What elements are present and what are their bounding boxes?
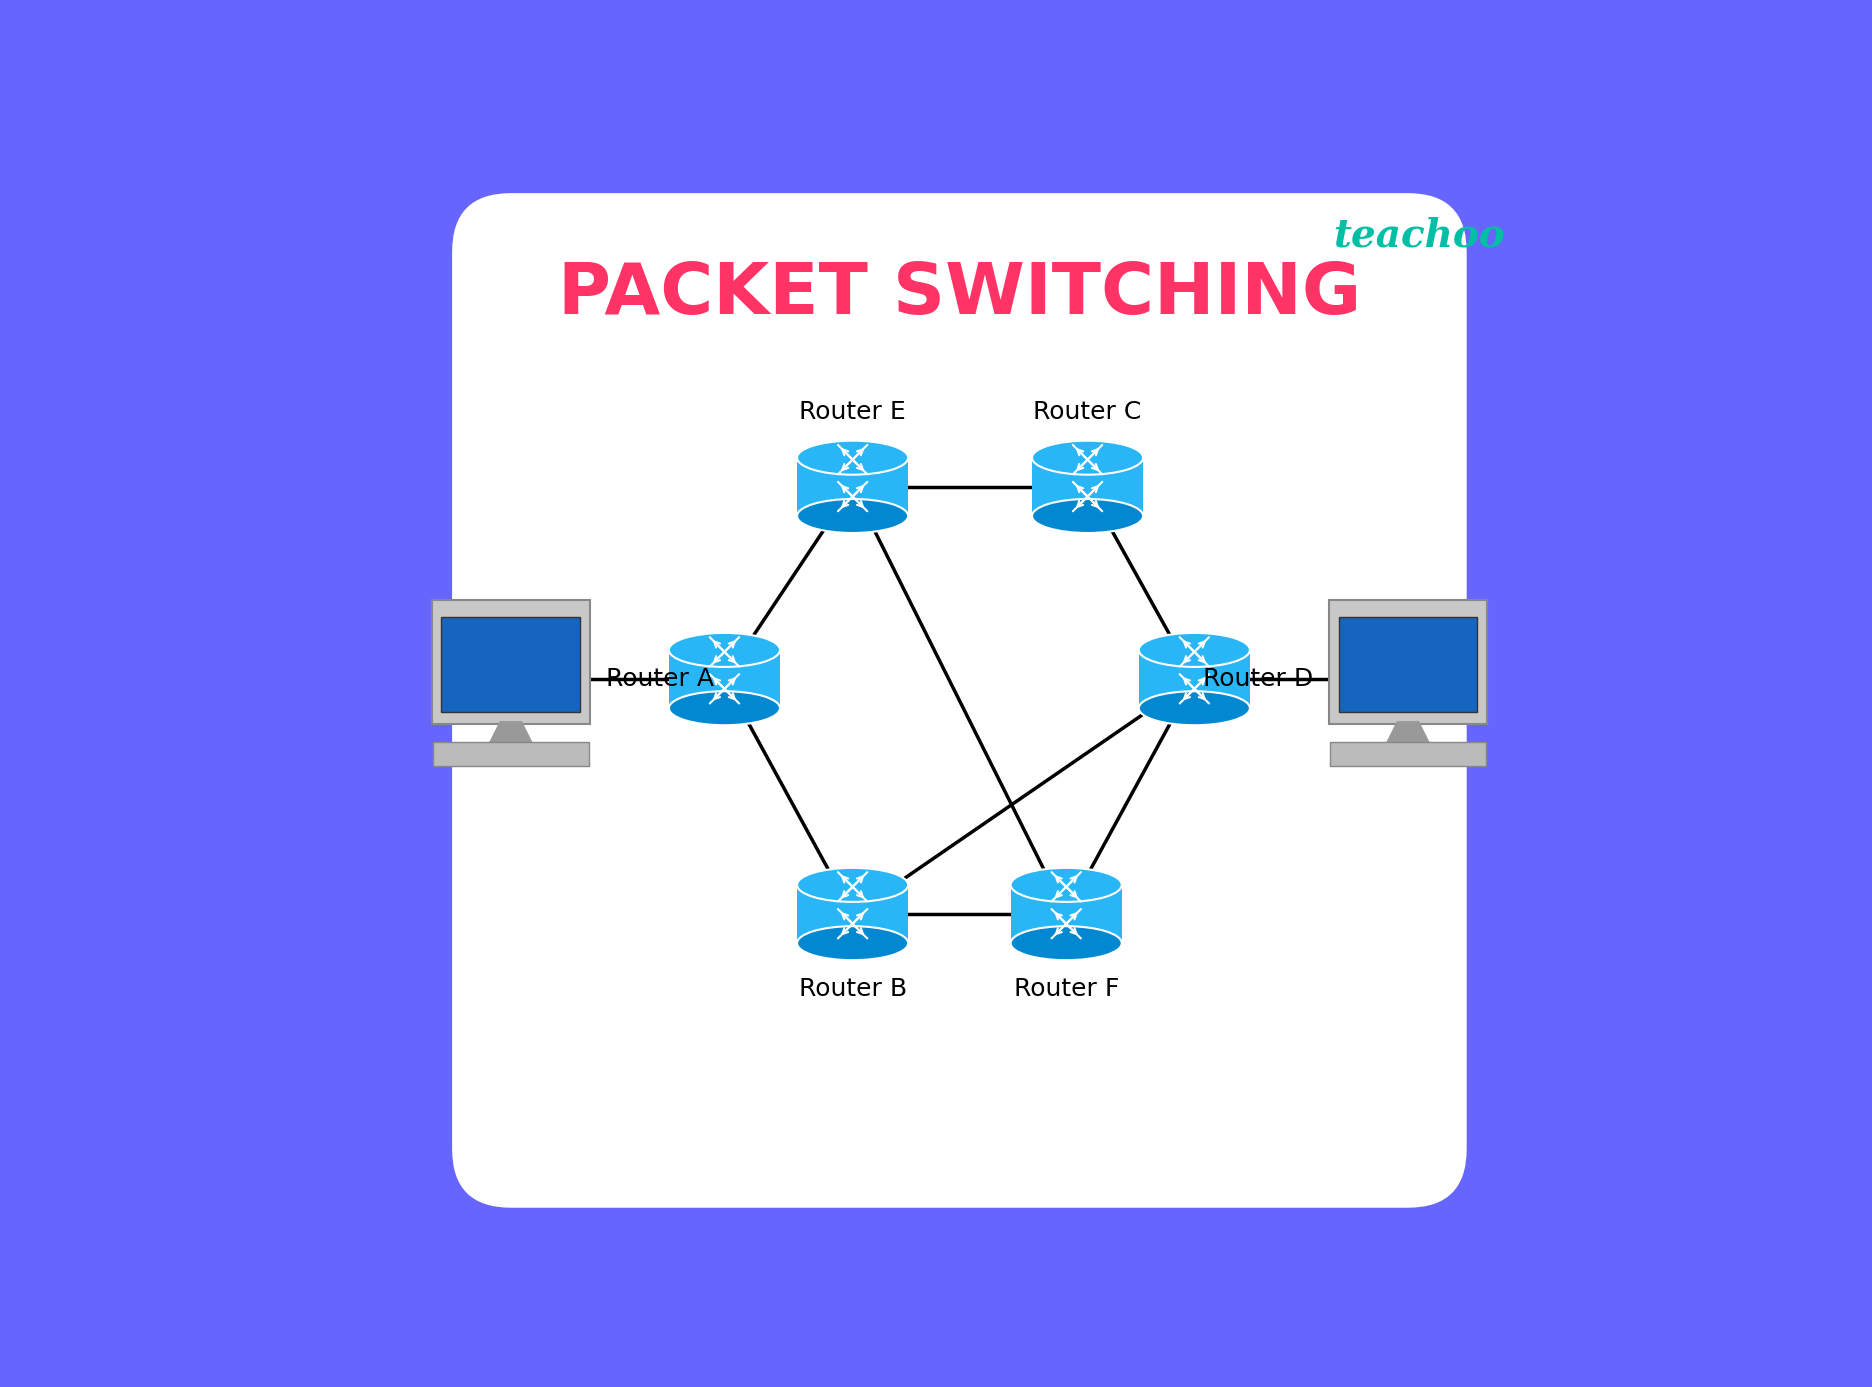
FancyBboxPatch shape [1138,651,1250,709]
FancyBboxPatch shape [432,601,590,724]
FancyBboxPatch shape [797,885,908,943]
Ellipse shape [1011,927,1121,960]
FancyBboxPatch shape [797,458,908,516]
FancyBboxPatch shape [1338,617,1477,712]
Polygon shape [489,721,532,743]
Polygon shape [468,743,554,749]
Text: Router C: Router C [1033,399,1142,424]
Ellipse shape [797,868,908,902]
Text: Router E: Router E [799,399,906,424]
Polygon shape [1365,743,1451,749]
Text: Router D: Router D [1204,667,1314,691]
FancyBboxPatch shape [1031,458,1144,516]
Ellipse shape [668,691,781,725]
FancyBboxPatch shape [1011,885,1121,943]
Text: Router A: Router A [607,667,715,691]
FancyBboxPatch shape [442,617,580,712]
Ellipse shape [1138,632,1250,667]
Text: teachoo: teachoo [1333,216,1505,255]
Text: PACKET SWITCHING: PACKET SWITCHING [558,261,1361,329]
Text: Router B: Router B [799,976,906,1001]
Ellipse shape [1138,691,1250,725]
FancyBboxPatch shape [1329,601,1486,724]
Ellipse shape [1031,499,1144,533]
FancyBboxPatch shape [453,193,1466,1208]
Ellipse shape [797,499,908,533]
FancyBboxPatch shape [668,651,781,709]
Ellipse shape [1031,441,1144,474]
Polygon shape [1387,721,1430,743]
Ellipse shape [668,632,781,667]
Ellipse shape [797,927,908,960]
Ellipse shape [1011,868,1121,902]
Ellipse shape [797,441,908,474]
FancyBboxPatch shape [1329,742,1486,766]
Text: Router F: Router F [1013,976,1119,1001]
FancyBboxPatch shape [432,742,590,766]
